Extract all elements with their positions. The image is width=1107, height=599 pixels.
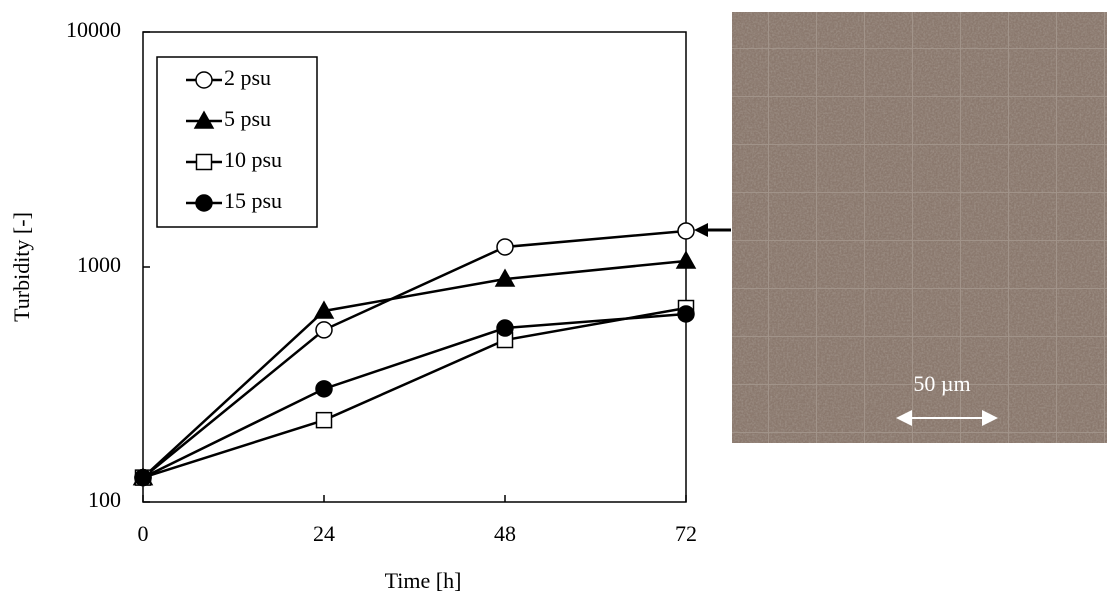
data-point xyxy=(315,321,333,339)
series-line xyxy=(142,229,687,479)
series-line xyxy=(142,312,687,479)
y-axis-label: Turbidity [-] xyxy=(9,212,34,322)
data-point xyxy=(677,305,695,323)
data-point xyxy=(675,250,697,269)
data-point xyxy=(134,468,152,487)
y-tick-label: 10000 xyxy=(66,17,121,42)
x-tick-label: 72 xyxy=(675,521,697,546)
data-point xyxy=(677,222,695,240)
series-line xyxy=(142,259,687,479)
legend-label: 5 psu xyxy=(224,106,271,131)
data-point xyxy=(496,319,514,337)
x-axis-label: Time [h] xyxy=(385,568,462,593)
data-point xyxy=(496,238,514,256)
x-tick-label: 0 xyxy=(138,521,149,546)
legend-marker xyxy=(195,153,213,171)
data-point xyxy=(315,411,333,429)
scale-label: 50 µm xyxy=(913,371,970,396)
y-tick-label: 1000 xyxy=(77,252,121,277)
x-tick-label: 24 xyxy=(313,521,335,546)
legend-marker xyxy=(195,194,213,212)
data-point xyxy=(315,380,333,398)
data-point xyxy=(313,300,335,319)
pointer-arrowhead xyxy=(694,223,708,237)
legend-box xyxy=(156,56,318,228)
legend: 2 psu 5 psu 10 psu 15 psu xyxy=(156,56,318,228)
legend-label: 2 psu xyxy=(224,65,271,90)
micrograph: 50 µm xyxy=(732,12,1107,443)
series-line xyxy=(142,306,687,479)
legend-marker xyxy=(193,110,215,129)
x-tick-label: 48 xyxy=(494,521,516,546)
legend-label: 15 psu xyxy=(224,188,282,213)
legend-label: 10 psu xyxy=(224,147,282,172)
legend-marker xyxy=(195,71,213,89)
data-point xyxy=(494,268,516,287)
y-tick-label: 100 xyxy=(88,487,121,512)
